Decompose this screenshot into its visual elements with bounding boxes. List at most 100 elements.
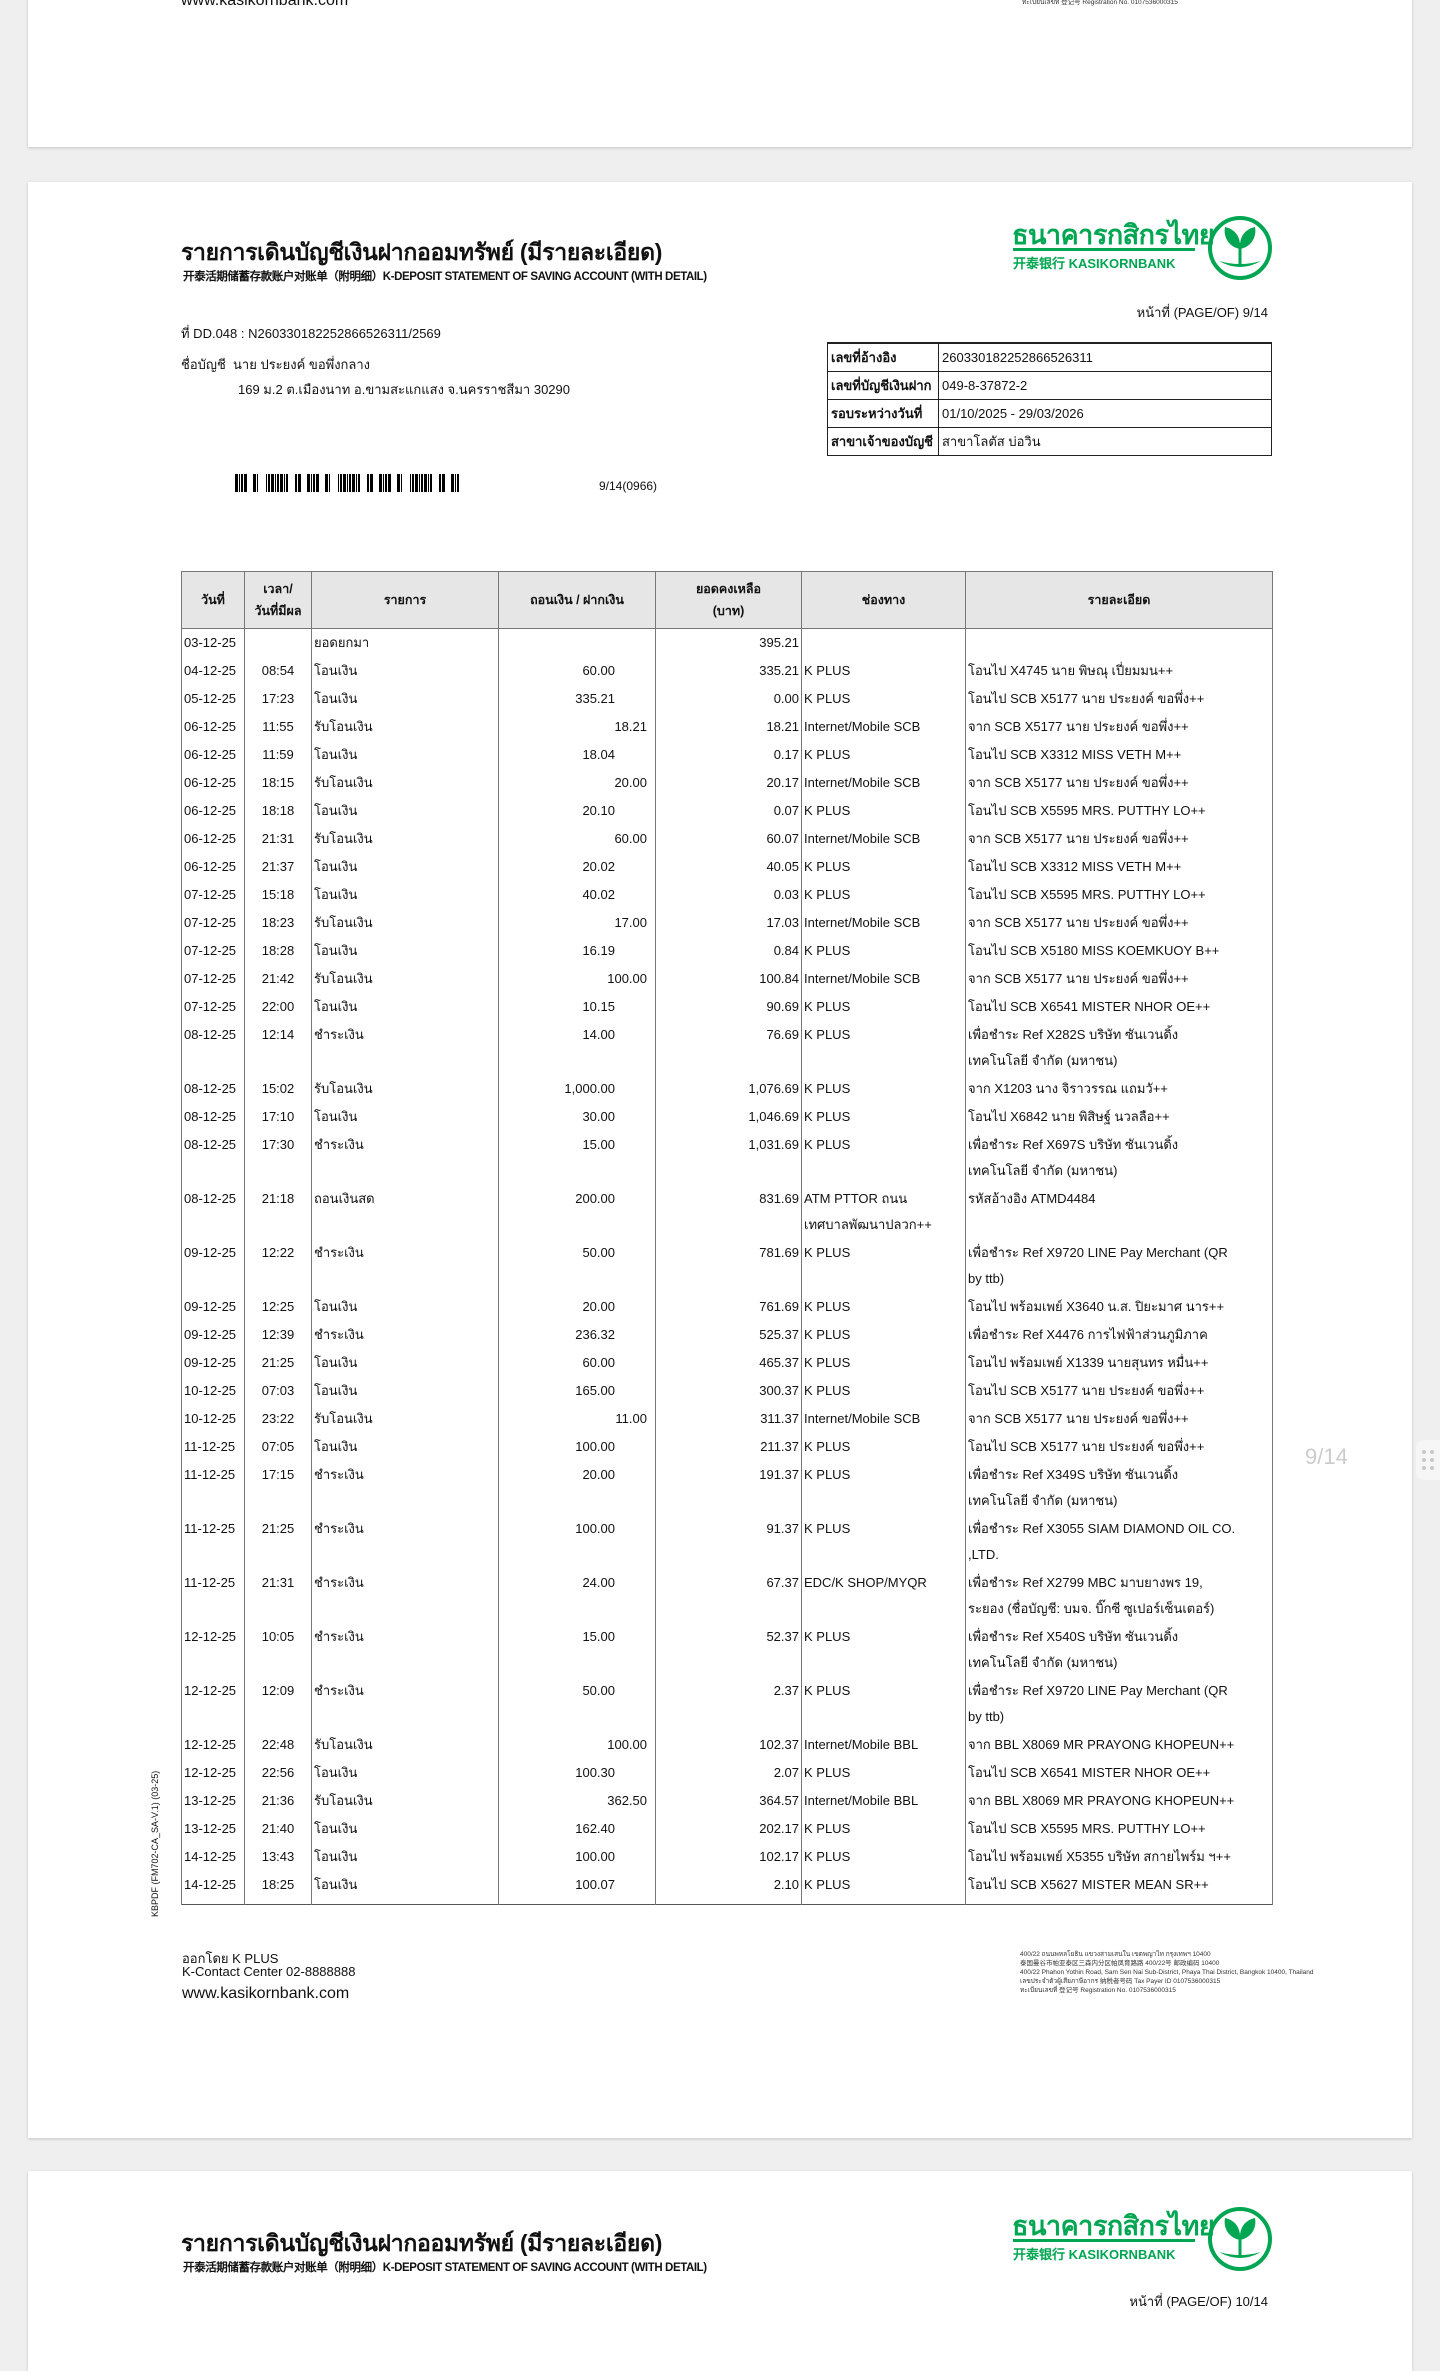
cell-balance: 465.37	[655, 1349, 802, 1377]
cell-channel: K PLUS	[801, 1871, 966, 1905]
cell-balance: 67.37	[655, 1569, 802, 1623]
cell-detail: จาก SCB X5177 นาย ประยงค์ ขอพึ่ง++	[965, 713, 1273, 741]
cell-amount: 18.21	[498, 713, 656, 741]
info-row: เลขที่อ้างอิง 260330182252866526311	[827, 342, 1272, 372]
bank-name-en: 开泰银行 KASIKORNBANK	[1013, 256, 1176, 271]
cell-time: 22:00	[244, 993, 312, 1021]
cell-detail: จาก SCB X5177 นาย ประยงค์ ขอพึ่ง++	[965, 769, 1273, 797]
table-row: 08-12-25 15:02 รับโอนเงิน 1,000.00 1,076.69 K…	[181, 1075, 1273, 1103]
kbank-leaf-icon	[1208, 2207, 1272, 2271]
cell-balance: 2.10	[655, 1871, 802, 1905]
scroll-handle[interactable]	[1416, 1440, 1440, 1480]
cell-balance: 300.37	[655, 1377, 802, 1405]
cell-channel: K PLUS	[801, 1131, 966, 1185]
cell-time: 15:02	[244, 1075, 312, 1103]
cell-amount: 10.15	[498, 993, 656, 1021]
cell-detail: จาก SCB X5177 นาย ประยงค์ ขอพึ่ง++	[965, 909, 1273, 937]
next-page-subtitle: 开泰活期储蓄存款账户对账单（附明细）K-DEPOSIT STATEMENT OF…	[183, 2262, 707, 2274]
barcode-bar	[239, 474, 240, 492]
cell-time: 18:25	[244, 1871, 312, 1905]
cell-channel: K PLUS	[801, 1021, 966, 1075]
cell-balance: 0.03	[655, 881, 802, 909]
cell-balance: 831.69	[655, 1185, 802, 1239]
barcode	[235, 474, 459, 492]
barcode-bar	[268, 474, 270, 492]
cell-balance: 525.37	[655, 1321, 802, 1349]
barcode-bar	[410, 474, 411, 492]
cell-channel: K PLUS	[801, 1843, 966, 1871]
cell-amount: 200.00	[498, 1185, 656, 1239]
cell-amount: 11.00	[498, 1405, 656, 1433]
cell-channel: K PLUS	[801, 1759, 966, 1787]
account-name-row: ชื่อบัญชี นาย ประยงค์ ขอพึ่งกลาง	[181, 354, 370, 375]
cell-detail: โอนไป SCB X5180 MISS KOEMKUOY B++	[965, 937, 1273, 965]
cell-date: 09-12-25	[181, 1239, 245, 1293]
address-line: ทะเบียนเลขที่ 登记号 Registration No. 01075…	[1020, 1987, 1176, 1994]
table-row: 10-12-25 23:22 รับโอนเงิน 11.00 311.37 Intern…	[181, 1405, 1273, 1433]
table-row: 07-12-25 21:42 รับโอนเงิน 100.00 100.84 Inter…	[181, 965, 1273, 993]
cell-channel: K PLUS	[801, 1815, 966, 1843]
cell-channel: K PLUS	[801, 1515, 966, 1569]
barcode-bar	[286, 474, 288, 492]
cell-balance: 0.00	[655, 685, 802, 713]
cell-balance: 335.21	[655, 657, 802, 685]
cell-detail: โอนไป SCB X5177 นาย ประยงค์ ขอพึ่ง++	[965, 1433, 1273, 1461]
next-page-number: หน้าที่ (PAGE/OF) 10/14	[1129, 2294, 1268, 2309]
cell-time: 21:31	[244, 1569, 312, 1623]
cell-date: 03-12-25	[181, 628, 245, 657]
cell-amount: 14.00	[498, 1021, 656, 1075]
next-logo-divider	[1013, 2239, 1195, 2242]
cell-balance: 781.69	[655, 1239, 802, 1293]
cell-type: ชำระเงิน	[311, 1321, 499, 1349]
info-value: 049-8-37872-2	[938, 371, 1272, 400]
cell-amount	[498, 628, 656, 657]
cell-detail: โอนไป พร้อมเพย์ X1339 นายสุนทร หมื่น++	[965, 1349, 1273, 1377]
cell-type: รับโอนเงิน	[311, 1731, 499, 1759]
issued-by: ออกโดย K PLUS	[182, 1951, 279, 1966]
barcode-bar	[338, 474, 339, 492]
cell-type: โอนเงิน	[311, 1293, 499, 1321]
column-header: รายการ	[311, 571, 499, 629]
cell-time: 13:43	[244, 1843, 312, 1871]
table-row: 14-12-25 18:25 โอนเงิน 100.07 2.10 K PLUS โอนไ…	[181, 1871, 1273, 1905]
info-value: สาขาโลตัส บ่อวิน	[938, 427, 1272, 456]
cell-date: 07-12-25	[181, 937, 245, 965]
bank-name-th: ธนาคารกสิกรไทย	[1012, 220, 1215, 250]
cell-channel: K PLUS	[801, 1075, 966, 1103]
cell-amount: 20.00	[498, 769, 656, 797]
barcode-bar	[329, 474, 330, 492]
cell-time: 17:30	[244, 1131, 312, 1185]
cell-time: 12:22	[244, 1239, 312, 1293]
page-subtitle: 开泰活期储蓄存款账户对账单（附明细）K-DEPOSIT STATEMENT OF…	[183, 271, 707, 283]
cell-balance: 1,046.69	[655, 1103, 802, 1131]
barcode-bar	[412, 474, 414, 492]
barcode-bar	[421, 474, 423, 492]
cell-time: 07:03	[244, 1377, 312, 1405]
barcode-bar	[277, 474, 279, 492]
cell-time: 17:23	[244, 685, 312, 713]
table-row: 06-12-25 21:31 รับโอนเงิน 60.00 60.07 Interne…	[181, 825, 1273, 853]
cell-type: ชำระเงิน	[311, 1515, 499, 1569]
column-header: เวลา/ วันที่มีผล	[244, 571, 312, 629]
cell-balance: 60.07	[655, 825, 802, 853]
cell-type: รับโอนเงิน	[311, 825, 499, 853]
cell-channel: Internet/Mobile SCB	[801, 825, 966, 853]
next-page-title: รายการเดินบัญชีเงินฝากออมทรัพย์ (มีรายละ…	[181, 2230, 663, 2256]
barcode-bar	[415, 474, 418, 492]
cell-date: 12-12-25	[181, 1677, 245, 1731]
table-row: 09-12-25 12:22 ชำระเงิน 50.00 781.69 K PLUS เพ…	[181, 1239, 1273, 1293]
cell-date: 07-12-25	[181, 965, 245, 993]
cell-time: 22:56	[244, 1759, 312, 1787]
cell-channel: Internet/Mobile BBL	[801, 1731, 966, 1759]
cell-channel: K PLUS	[801, 993, 966, 1021]
cell-date: 07-12-25	[181, 993, 245, 1021]
cell-time: 12:14	[244, 1021, 312, 1075]
cell-balance: 102.17	[655, 1843, 802, 1871]
table-row: 06-12-25 18:15 รับโอนเงิน 20.00 20.17 Interne…	[181, 769, 1273, 797]
cell-date: 08-12-25	[181, 1021, 245, 1075]
info-row: เลขที่บัญชีเงินฝาก 049-8-37872-2	[827, 371, 1272, 400]
table-row: 07-12-25 18:28 โอนเงิน 16.19 0.84 K PLUS โอนไป…	[181, 937, 1273, 965]
transactions-table: วันที่ เวลา/ วันที่มีผล รายการ ถอนเงิน / ฝา…	[181, 571, 1273, 1905]
cell-date: 06-12-25	[181, 769, 245, 797]
barcode-bar	[325, 474, 328, 492]
